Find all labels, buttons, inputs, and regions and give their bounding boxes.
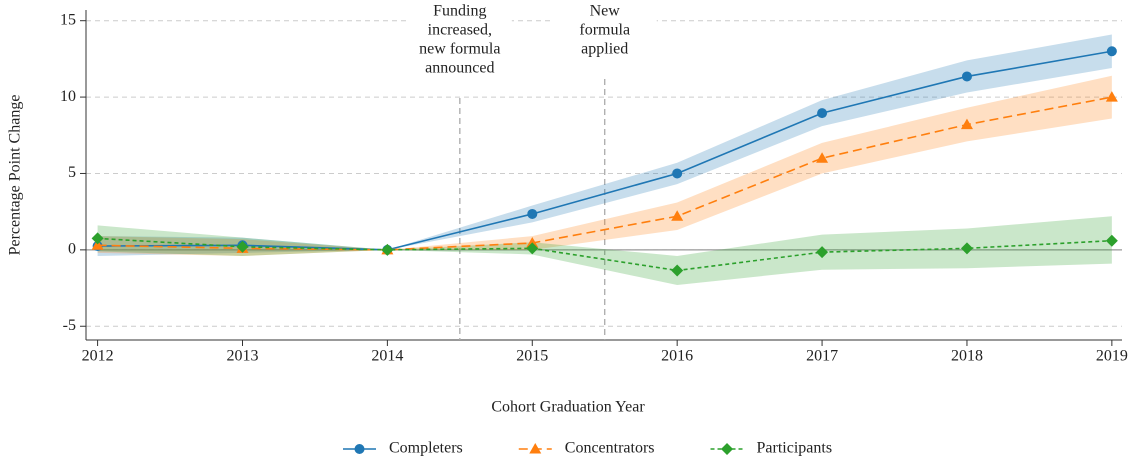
marker	[960, 118, 973, 130]
legend-marker	[721, 443, 734, 455]
annotation-text: increased,	[428, 22, 492, 39]
confidence-band	[97, 34, 1112, 256]
annotation-text: formula	[579, 22, 630, 39]
marker	[960, 242, 973, 255]
confidence-band	[97, 75, 1112, 256]
legend-marker	[354, 444, 365, 454]
annotation-bg	[552, 2, 657, 65]
marker	[671, 210, 684, 221]
annotation-bg	[407, 2, 512, 84]
annotation-text: New	[590, 3, 621, 20]
series-line	[97, 237, 1112, 272]
marker	[236, 240, 249, 253]
y-tick-label: 0	[68, 241, 76, 258]
x-tick-label: 2019	[1096, 348, 1128, 365]
x-tick-label: 2014	[371, 348, 403, 365]
legend-label: Participants	[757, 440, 833, 457]
marker	[526, 242, 539, 255]
marker	[1106, 46, 1117, 57]
x-tick-label: 2016	[661, 348, 693, 365]
series-line	[97, 50, 1112, 251]
marker	[1105, 234, 1118, 247]
y-tick-label: 15	[60, 11, 76, 28]
y-axis-label: Percentage Point Change	[7, 95, 24, 256]
x-tick-label: 2018	[951, 348, 983, 365]
marker	[91, 239, 104, 250]
marker	[817, 108, 828, 119]
annotation-text: applied	[581, 41, 628, 58]
annotation-text: announced	[425, 60, 494, 77]
marker	[961, 71, 972, 82]
legend-marker	[529, 443, 542, 454]
x-tick-label: 2017	[806, 348, 838, 365]
y-tick-label: 10	[60, 88, 76, 105]
marker	[816, 152, 829, 163]
annotation-text: Funding	[433, 3, 486, 20]
legend-label: Completers	[389, 440, 463, 457]
y-tick-label: 5	[68, 164, 76, 181]
marker	[671, 264, 684, 277]
marker	[527, 208, 538, 219]
marker	[526, 236, 539, 248]
annotation-text: new formula	[419, 41, 500, 58]
x-tick-label: 2013	[226, 348, 258, 365]
marker	[91, 232, 104, 245]
marker	[381, 243, 394, 256]
marker	[816, 246, 829, 259]
series-line	[97, 96, 1113, 251]
marker	[1105, 91, 1118, 102]
x-tick-label: 2012	[82, 348, 114, 365]
y-tick-label: -5	[63, 317, 76, 334]
confidence-band	[97, 216, 1112, 285]
x-tick-label: 2015	[516, 348, 548, 365]
legend-label: Concentrators	[565, 440, 655, 457]
x-axis-label: Cohort Graduation Year	[491, 399, 645, 416]
marker	[672, 168, 683, 179]
